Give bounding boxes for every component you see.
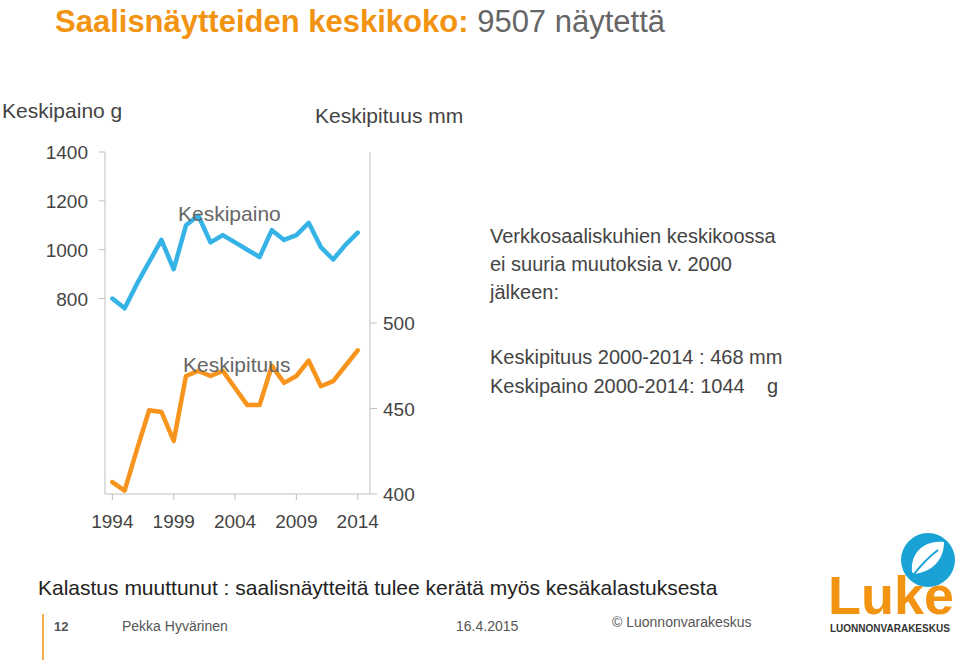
y-tick-label: 1200 xyxy=(46,191,88,212)
x-tick-label: 2009 xyxy=(275,511,317,532)
footer-rule xyxy=(42,614,44,660)
y2-tick-label: 450 xyxy=(383,399,415,420)
annotation: Keskipaino 2000-2014: 1044 g xyxy=(490,375,778,397)
plot-area xyxy=(112,216,357,491)
y2-tick-label: 400 xyxy=(383,484,415,505)
x-tick xyxy=(357,494,358,500)
y-axis-line xyxy=(105,152,106,494)
annotation: ei suuria muutoksia v. 2000 xyxy=(490,253,732,275)
x-tick-label: 2004 xyxy=(214,511,257,532)
slide-message: Kalastus muuttunut : saalisnäytteitä tul… xyxy=(38,576,718,599)
annotation: jälkeen: xyxy=(489,281,559,303)
x-tick xyxy=(235,494,236,500)
logo-subtext: LUONNONVARAKESKUS xyxy=(830,623,950,634)
title-part: Saalisnäytteiden keskikoko: xyxy=(55,4,469,39)
x-tick-label: 2014 xyxy=(337,511,380,532)
series-label: Keskipituus xyxy=(183,353,290,376)
y2-tick-label: 500 xyxy=(383,313,415,334)
x-tick-label: 1999 xyxy=(153,511,195,532)
y-axis-label: Keskipaino g xyxy=(2,99,122,122)
y-tick-label: 800 xyxy=(56,289,88,310)
series-line xyxy=(112,216,357,309)
logo: LukeLUONNONVARAKESKUS xyxy=(828,533,955,634)
y2-tick xyxy=(370,494,377,495)
x-tick-label: 1994 xyxy=(91,511,134,532)
author: Pekka Hyvärinen xyxy=(122,618,228,634)
y-tick-label: 1400 xyxy=(46,142,88,163)
y-tick xyxy=(99,200,105,201)
date: 16.4.2015 xyxy=(456,618,518,634)
x-tick xyxy=(112,494,113,500)
annotation: Keskipituus 2000-2014 : 468 mm xyxy=(490,346,782,368)
logo-text: Luke xyxy=(828,565,954,625)
page-number: 12 xyxy=(54,619,68,634)
title: Saalisnäytteiden keskikoko: 9507 näytett… xyxy=(55,4,666,39)
x-tick xyxy=(173,494,174,500)
y2-tick xyxy=(370,408,377,409)
series-line xyxy=(112,350,357,490)
series-label: Keskipaino xyxy=(178,202,281,225)
y-tick xyxy=(99,152,105,153)
x-axis-line xyxy=(105,494,370,495)
copyright: © Luonnonvarakeskus xyxy=(612,614,752,630)
annotation: Verkkosaaliskuhien keskikoossa xyxy=(490,225,777,247)
x-tick xyxy=(296,494,297,500)
y2-tick xyxy=(370,323,377,324)
slide: Saalisnäytteiden keskikoko: 9507 näytett… xyxy=(0,0,960,662)
y-tick xyxy=(99,298,105,299)
y-tick-label: 1000 xyxy=(46,240,88,261)
background xyxy=(0,0,960,662)
y-tick xyxy=(99,249,105,250)
title-part: 9507 näytettä xyxy=(469,4,666,39)
y2-axis-label: Keskipituus mm xyxy=(315,104,463,127)
